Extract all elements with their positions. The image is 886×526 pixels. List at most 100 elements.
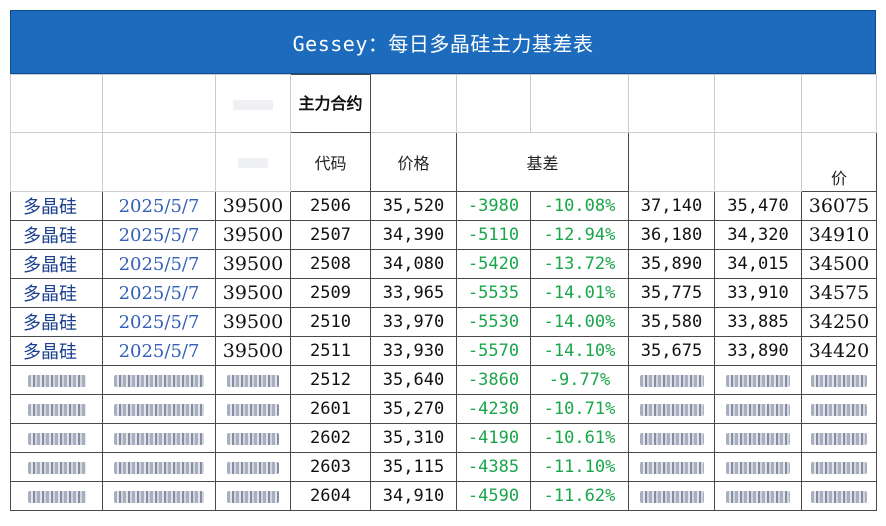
illegible-cell [801,365,877,395]
basis-pct-cell: -14.01% [530,278,629,308]
code-cell: 2601 [290,394,371,424]
illegible-cell [102,394,216,424]
basis-pct-cell: -10.71% [530,394,629,424]
col9-cell: 35,470 [714,191,802,221]
spot-cell: 39500 [215,278,291,308]
table-row: 多晶硅 2025/5/7 39500 2510 33,970 -5530 -14… [10,307,877,337]
col9-cell: 33,910 [714,278,802,308]
header-main-contract: 主力合约 [290,74,371,133]
header-basis: 基差 [456,132,629,192]
illegible-cell [215,452,291,482]
illegible-cell [714,452,802,482]
illegible-cell [102,452,216,482]
code-cell: 2506 [290,191,371,221]
price-cell: 35,310 [370,423,457,453]
spot-cell: 39500 [215,249,291,279]
header-blank [628,74,715,133]
basis-cell: -4385 [456,452,531,482]
header-price: 价格 [370,132,457,192]
basis-cell: -5110 [456,220,531,250]
code-cell: 2507 [290,220,371,250]
product-name: 多晶硅 [10,191,103,221]
code-cell: 2510 [290,307,371,337]
table-row: 多晶硅 2025/5/7 39500 2507 34,390 -5110 -12… [10,220,877,250]
col9-cell: 34,320 [714,220,802,250]
date-cell: 2025/5/7 [102,307,216,337]
header-price-short: 价 [801,132,877,192]
basis-pct-cell: -13.72% [530,249,629,279]
header-code: 代码 [290,132,371,192]
col8-cell: 35,775 [628,278,715,308]
header-blank [530,74,629,133]
price-cell: 34,910 [370,481,457,511]
col8-cell: 35,890 [628,249,715,279]
price-cell: 33,970 [370,307,457,337]
col8-cell: 35,675 [628,336,715,366]
product-name: 多晶硅 [10,307,103,337]
illegible-cell [215,423,291,453]
col9-cell: 34,015 [714,249,802,279]
illegible-cell [10,481,103,511]
illegible-cell [628,452,715,482]
basis-pct-cell: -11.62% [530,481,629,511]
illegible-cell [714,365,802,395]
header-blank [714,132,802,192]
price-cell: 35,520 [370,191,457,221]
code-cell: 2508 [290,249,371,279]
illegible-cell [102,365,216,395]
spot-cell: 39500 [215,336,291,366]
date-cell: 2025/5/7 [102,220,216,250]
basis-pct-cell: -12.94% [530,220,629,250]
product-name: 多晶硅 [10,249,103,279]
illegible-cell [801,423,877,453]
header-blank [102,74,216,133]
price-cell: 33,930 [370,336,457,366]
table-row: 2604 34,910 -4590 -11.62% [10,481,877,511]
illegible-cell [801,452,877,482]
basis-pct-cell: -14.10% [530,336,629,366]
illegible-cell [714,481,802,511]
price-cell: 34,390 [370,220,457,250]
date-cell: 2025/5/7 [102,278,216,308]
table-row: 多晶硅 2025/5/7 39500 2511 33,930 -5570 -14… [10,336,877,366]
header-blank [102,132,216,192]
basis-cell: -4590 [456,481,531,511]
col10-cell: 34910 [801,220,877,250]
illegible-cell [102,481,216,511]
basis-cell: -3980 [456,191,531,221]
price-cell: 35,270 [370,394,457,424]
header-blank [714,74,802,133]
basis-cell: -5420 [456,249,531,279]
header-row-2: 代码 价格 基差 价 [10,132,877,192]
illegible-cell [714,394,802,424]
col8-cell: 35,580 [628,307,715,337]
basis-pct-cell: -14.00% [530,307,629,337]
spot-cell: 39500 [215,220,291,250]
basis-cell: -3860 [456,365,531,395]
price-cell: 35,115 [370,452,457,482]
illegible-cell [10,452,103,482]
basis-pct-cell: -11.10% [530,452,629,482]
basis-table: 主力合约 代码 价格 基差 价 多晶硅 2025/5/7 39500 2506 … [10,74,877,511]
header-blank [10,74,103,133]
price-cell: 33,965 [370,278,457,308]
code-cell: 2511 [290,336,371,366]
basis-pct-cell: -10.61% [530,423,629,453]
basis-pct-cell: -9.77% [530,365,629,395]
basis-cell: -4230 [456,394,531,424]
code-cell: 2603 [290,452,371,482]
col10-cell: 34500 [801,249,877,279]
illegible-cell [628,481,715,511]
basis-cell: -5570 [456,336,531,366]
product-name: 多晶硅 [10,278,103,308]
header-blank [215,74,291,133]
illegible-cell [215,365,291,395]
table-row: 2602 35,310 -4190 -10.61% [10,423,877,453]
table-row: 多晶硅 2025/5/7 39500 2508 34,080 -5420 -13… [10,249,877,279]
col10-cell: 34420 [801,336,877,366]
header-row-1: 主力合约 [10,74,877,133]
col10-cell: 36075 [801,191,877,221]
product-name: 多晶硅 [10,336,103,366]
col9-cell: 33,890 [714,336,802,366]
col10-cell: 34250 [801,307,877,337]
